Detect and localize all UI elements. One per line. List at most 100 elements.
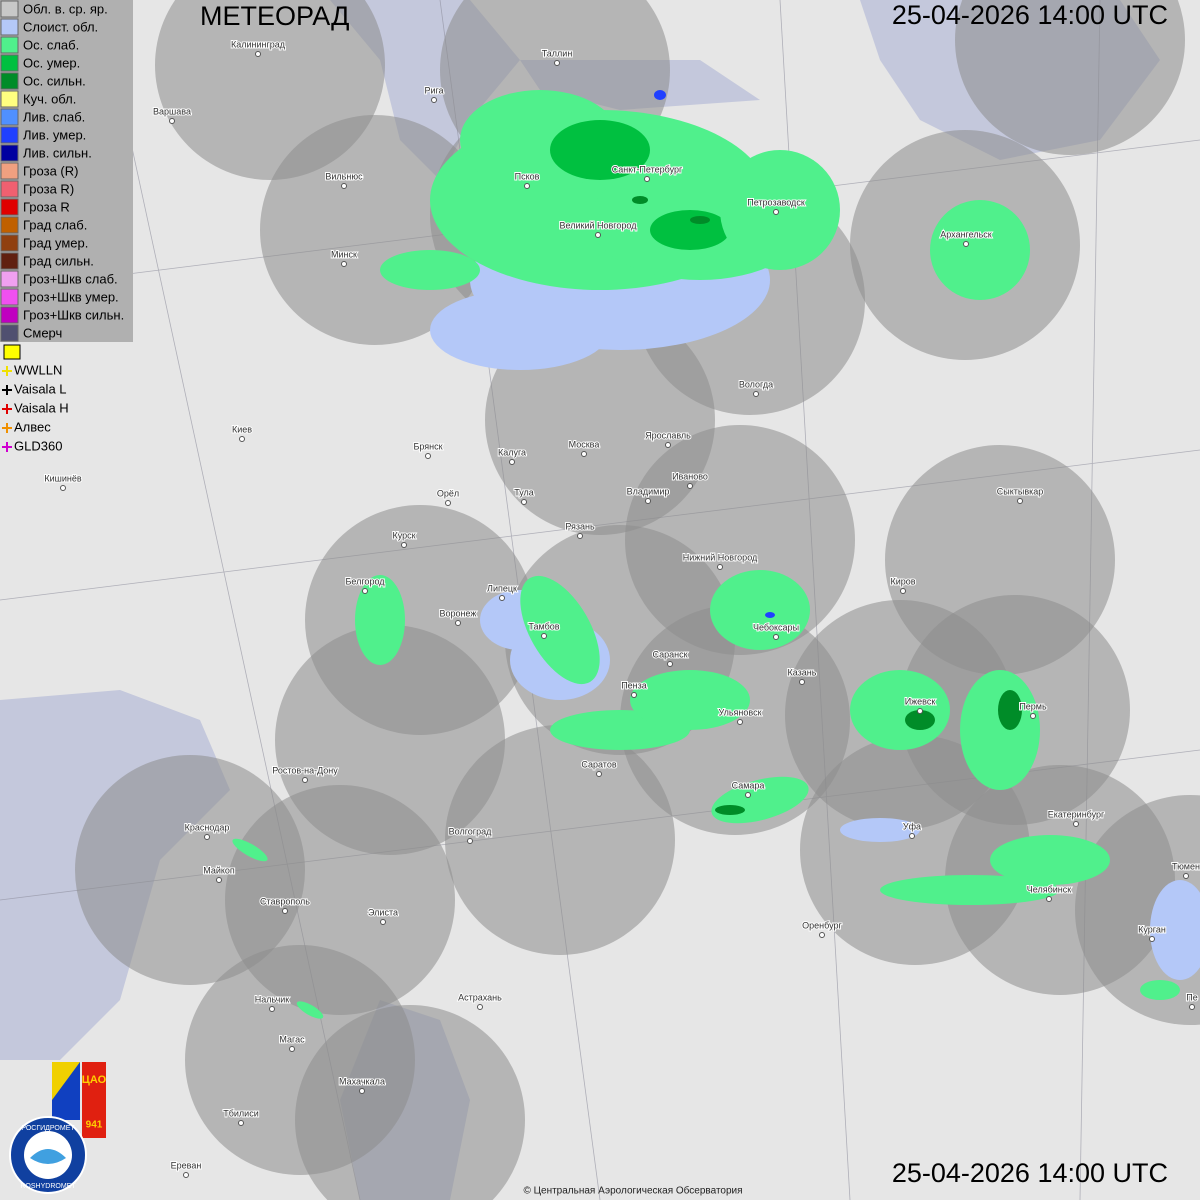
- city-label: Волгоград: [449, 826, 492, 836]
- city-label: Казань: [788, 667, 817, 677]
- city-dot: [917, 708, 923, 714]
- precip-area: [550, 120, 650, 180]
- city-label: Махачкала: [339, 1076, 385, 1086]
- legend-label: Смерч: [23, 325, 62, 340]
- legend-swatch: [0, 72, 19, 90]
- city-dot: [183, 1172, 189, 1178]
- city-dot: [687, 483, 693, 489]
- city-label: Таллин: [542, 48, 573, 58]
- city-dot: [667, 661, 673, 667]
- city-dot: [509, 459, 515, 465]
- radar-circle: [445, 725, 675, 955]
- legend-label: Лив. умер.: [23, 127, 86, 142]
- precip-area: [765, 612, 775, 618]
- city-dot: [216, 877, 222, 883]
- radar-circle: [75, 755, 305, 985]
- legend: Обл. в. ср. яр. Слоист. обл. Ос. слаб. Ос. …: [0, 0, 133, 453]
- precip-area: [654, 90, 666, 100]
- city-label: Ростов-на-Дону: [272, 765, 338, 775]
- lightning-marker: [2, 366, 12, 376]
- precip-area: [355, 575, 405, 665]
- city-label: Архангельск: [940, 229, 992, 239]
- city-label: Белгород: [345, 576, 385, 586]
- precip-area: [960, 670, 1040, 790]
- lightning-icon: [3, 344, 21, 360]
- precip-area: [1150, 880, 1200, 980]
- timestamp-top: 25-04-2026 14:00 UTC: [892, 0, 1168, 30]
- city-dot: [431, 97, 437, 103]
- city-dot: [521, 499, 527, 505]
- city-dot: [554, 60, 560, 66]
- legend-label: Град сильн.: [23, 253, 94, 268]
- city-dot: [289, 1046, 295, 1052]
- precip-area: [850, 670, 950, 750]
- precip-area: [630, 670, 750, 730]
- precip-area: [905, 710, 935, 730]
- city-label: Киров: [890, 576, 915, 586]
- legend-swatch: [0, 180, 19, 198]
- city-label: Ставрополь: [260, 896, 310, 906]
- legend-swatch: [0, 234, 19, 252]
- city-dot: [302, 777, 308, 783]
- city-dot: [1189, 1004, 1195, 1010]
- city-label: Краснодар: [185, 822, 230, 832]
- city-label: Тамбов: [528, 621, 559, 631]
- city-dot: [1149, 936, 1155, 942]
- city-dot: [341, 261, 347, 267]
- city-dot: [577, 533, 583, 539]
- city-dot: [737, 719, 743, 725]
- city-dot: [819, 932, 825, 938]
- city-dot: [1030, 713, 1036, 719]
- city-label: Челябинск: [1027, 884, 1071, 894]
- city-label: Пермь: [1019, 701, 1047, 711]
- legend-swatch: [0, 216, 19, 234]
- city-dot: [1073, 821, 1079, 827]
- city-label: Магас: [279, 1034, 305, 1044]
- city-dot: [645, 498, 651, 504]
- city-label: Киев: [232, 424, 252, 434]
- legend-label: Град слаб.: [23, 217, 87, 232]
- city-dot: [524, 183, 530, 189]
- city-dot: [455, 620, 461, 626]
- city-dot: [169, 118, 175, 124]
- city-label: Элиста: [368, 907, 398, 917]
- legend-swatch: [0, 18, 19, 36]
- lightning-label: GLD360: [14, 438, 62, 453]
- legend-label: Гроза R: [23, 199, 70, 214]
- city-label: Самара: [732, 780, 765, 790]
- legend-label: Гроз+Шкв умер.: [23, 289, 119, 304]
- city-dot: [1183, 873, 1189, 879]
- precip-area: [710, 570, 810, 650]
- legend-label: Слоист. обл.: [23, 19, 98, 34]
- city-label: Пенза: [621, 680, 647, 690]
- precip-area: [840, 818, 920, 842]
- city-label: Сыктывкар: [997, 486, 1044, 496]
- lightning-label: Vaisala H: [14, 400, 69, 415]
- logo-wave: [30, 1149, 66, 1164]
- city-dot: [445, 500, 451, 506]
- city-label: Майкоп: [203, 865, 235, 875]
- precip-area: [990, 835, 1110, 885]
- legend-label: Ос. слаб.: [23, 37, 79, 52]
- legend-swatch: [0, 108, 19, 126]
- legend-label: Гроза (R): [23, 163, 78, 178]
- logo-year: 941: [86, 1120, 103, 1131]
- city-dot: [541, 633, 547, 639]
- precip-area: [715, 805, 745, 815]
- city-dot: [745, 792, 751, 798]
- city-dot: [631, 692, 637, 698]
- city-dot: [900, 588, 906, 594]
- lightning-marker: [2, 385, 12, 395]
- city-label: Екатеринбург: [1048, 809, 1105, 819]
- legend-swatch: [0, 126, 19, 144]
- city-dot: [380, 919, 386, 925]
- city-label: Уфа: [903, 821, 921, 831]
- precip-area: [380, 250, 480, 290]
- legend-label: Обл. в. ср. яр.: [23, 1, 108, 16]
- city-label: Вологда: [739, 379, 773, 389]
- legend-swatch: [0, 288, 19, 306]
- city-label: Вильнюс: [325, 171, 363, 181]
- city-labels: Калининград Таллин Рига Варшава Вильнюс Псков…: [43, 38, 1200, 1178]
- lightning-label: WWLLN: [14, 362, 62, 377]
- city-dot: [665, 442, 671, 448]
